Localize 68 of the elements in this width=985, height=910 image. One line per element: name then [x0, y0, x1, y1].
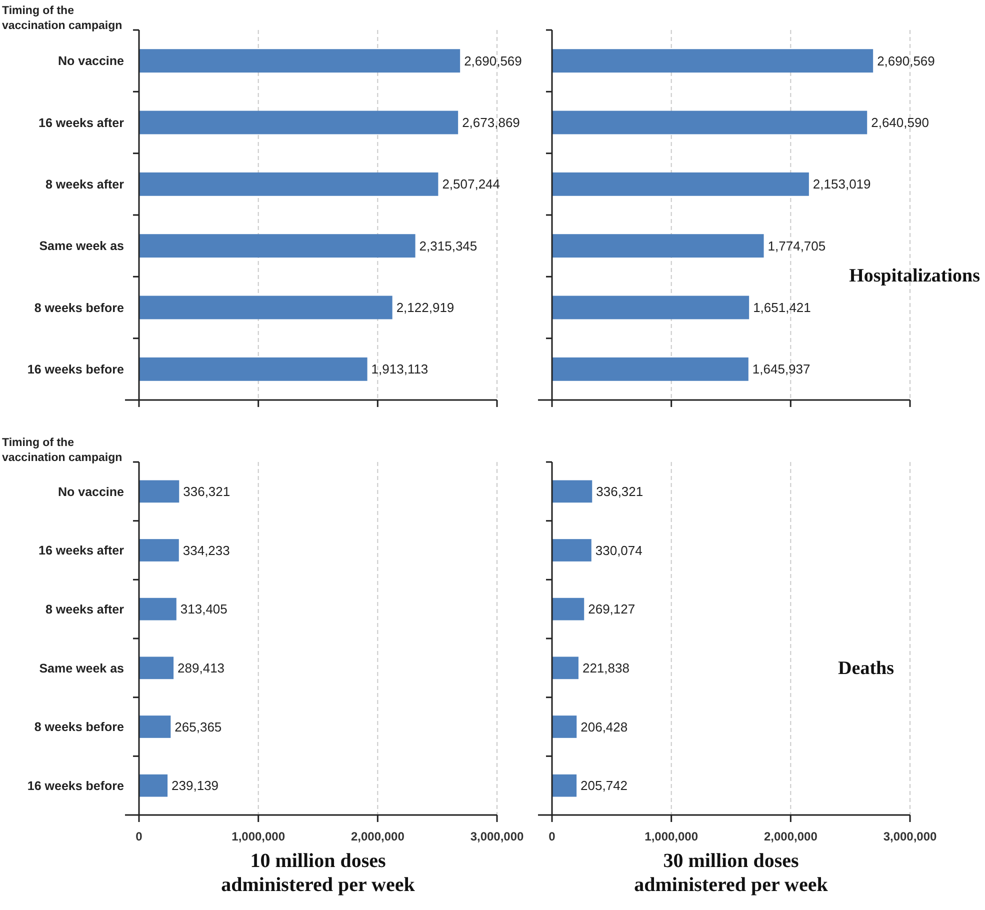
y-tick-label: 16 weeks after — [38, 544, 124, 558]
data-label: 1,651,421 — [753, 300, 811, 316]
bar — [139, 49, 460, 73]
bar — [552, 357, 748, 381]
data-label: 206,428 — [580, 719, 628, 734]
data-label: 1,913,113 — [371, 362, 428, 377]
x-tick-label: 1,000,000 — [644, 830, 698, 844]
data-label: 265,365 — [174, 719, 222, 734]
x-tick-label: 2,000,000 — [350, 830, 405, 844]
data-label: 313,405 — [180, 602, 228, 617]
data-label: 2,640,590 — [871, 115, 929, 130]
x-tick-label: 2,000,000 — [764, 830, 818, 844]
y-tick-label: 16 weeks before — [27, 778, 124, 793]
data-label: 336,321 — [183, 484, 230, 499]
data-label: 1,645,937 — [752, 362, 810, 377]
data-label: 239,139 — [172, 778, 219, 794]
bar — [552, 656, 578, 680]
y-tick-label: 8 weeks after — [45, 178, 124, 192]
x-axis-title: 30 million doses administered per week — [634, 850, 829, 896]
bar — [552, 716, 577, 738]
bar — [139, 357, 368, 381]
data-label: 2,690,569 — [464, 53, 522, 68]
y-tick-label: 16 weeks after — [38, 116, 124, 130]
y-tick-label: No vaccine — [58, 484, 124, 499]
bar — [139, 110, 458, 134]
bar — [552, 774, 577, 797]
y-tick-label: Same week as — [39, 239, 124, 254]
bar — [552, 110, 868, 134]
data-label: 205,742 — [580, 778, 628, 794]
data-label: 2,507,244 — [442, 176, 500, 192]
annotation: Deaths — [838, 658, 894, 679]
data-label: 2,690,569 — [877, 53, 935, 68]
data-label: 2,673,869 — [462, 115, 520, 130]
bar — [552, 598, 584, 620]
x-tick-label: 3,000,000 — [470, 830, 524, 844]
bar — [552, 296, 750, 320]
x-axis-title: 10 million doses administered per week — [221, 850, 416, 896]
bar — [552, 234, 764, 258]
data-label: 2,153,019 — [812, 176, 871, 192]
x-tick-label: 1,000,000 — [232, 830, 286, 844]
annotation: Hospitalizations — [849, 266, 980, 287]
bar — [139, 296, 392, 320]
bar — [552, 480, 592, 503]
y-tick-label: 8 weeks after — [45, 602, 124, 616]
data-label: 2,122,919 — [396, 300, 454, 316]
data-label: 269,127 — [588, 602, 636, 617]
y-tick-label: 8 weeks before — [34, 720, 124, 734]
data-label: 330,074 — [595, 542, 642, 558]
x-tick-label: 0 — [136, 830, 143, 844]
bar — [552, 172, 809, 196]
x-tick-label: 3,000,000 — [883, 830, 938, 844]
bar — [552, 49, 874, 73]
bar — [139, 172, 438, 196]
y-axis-title: Timing of the vaccination campaign — [2, 5, 122, 32]
data-label: 1,774,705 — [768, 238, 826, 254]
y-tick-label: No vaccine — [58, 54, 124, 68]
bar — [139, 234, 416, 258]
y-tick-label: 8 weeks before — [34, 300, 124, 315]
y-axis-title: Timing of the vaccination campaign — [2, 437, 122, 464]
y-tick-label: Same week as — [39, 661, 124, 676]
data-label: 2,315,345 — [419, 238, 478, 254]
x-tick-label: 0 — [548, 830, 556, 844]
y-tick-label: 16 weeks before — [27, 362, 124, 377]
data-label: 336,321 — [596, 484, 644, 499]
data-label: 334,233 — [182, 542, 230, 558]
data-label: 221,838 — [582, 660, 630, 676]
bar — [552, 539, 592, 562]
data-label: 289,413 — [178, 660, 225, 676]
